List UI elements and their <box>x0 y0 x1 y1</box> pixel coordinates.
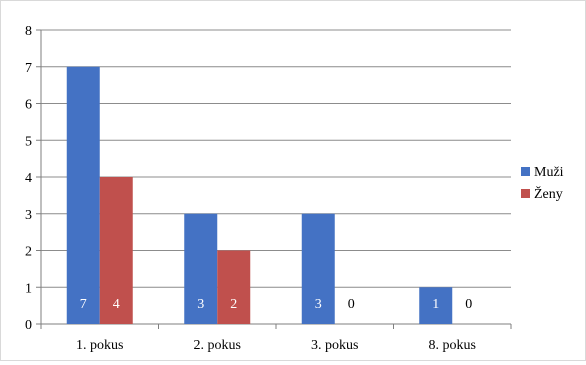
y-tick-label: 1 <box>25 281 32 296</box>
data-label: 2 <box>230 297 237 312</box>
data-label: 0 <box>465 297 472 312</box>
x-tick-label: 8. pokus <box>429 338 476 353</box>
data-label: 7 <box>80 297 87 312</box>
y-tick-label: 7 <box>25 61 32 76</box>
legend: Muži Ženy <box>521 165 564 202</box>
bar-zeny <box>217 250 251 324</box>
legend-label: Ženy <box>534 185 563 202</box>
bar-zeny <box>99 177 133 324</box>
data-label: 1 <box>432 297 439 312</box>
y-tick-label: 3 <box>25 208 32 223</box>
data-label: 3 <box>315 297 322 312</box>
y-tick-label: 5 <box>25 134 32 149</box>
y-tick-label: 8 <box>25 24 32 39</box>
legend-label: Muži <box>534 165 564 180</box>
data-labels: 7 4 3 2 3 0 1 0 <box>80 297 473 312</box>
legend-swatch <box>521 167 530 176</box>
bar-muzi <box>301 213 335 324</box>
y-tick-label: 2 <box>25 245 32 260</box>
y-tick-label: 0 <box>25 318 32 333</box>
x-tick-label: 1. pokus <box>76 338 123 353</box>
bar-muzi <box>184 213 218 324</box>
data-label: 3 <box>197 297 204 312</box>
x-tick-label: 2. pokus <box>194 338 241 353</box>
data-label: 4 <box>113 297 120 312</box>
x-tick-label: 3. pokus <box>311 338 358 353</box>
data-label: 0 <box>348 297 355 312</box>
y-tick-label: 6 <box>25 98 32 113</box>
legend-swatch <box>521 189 530 198</box>
bars <box>66 66 453 324</box>
y-tick-label: 4 <box>25 171 32 186</box>
bar-muzi <box>419 287 453 324</box>
bar-muzi <box>66 66 100 324</box>
